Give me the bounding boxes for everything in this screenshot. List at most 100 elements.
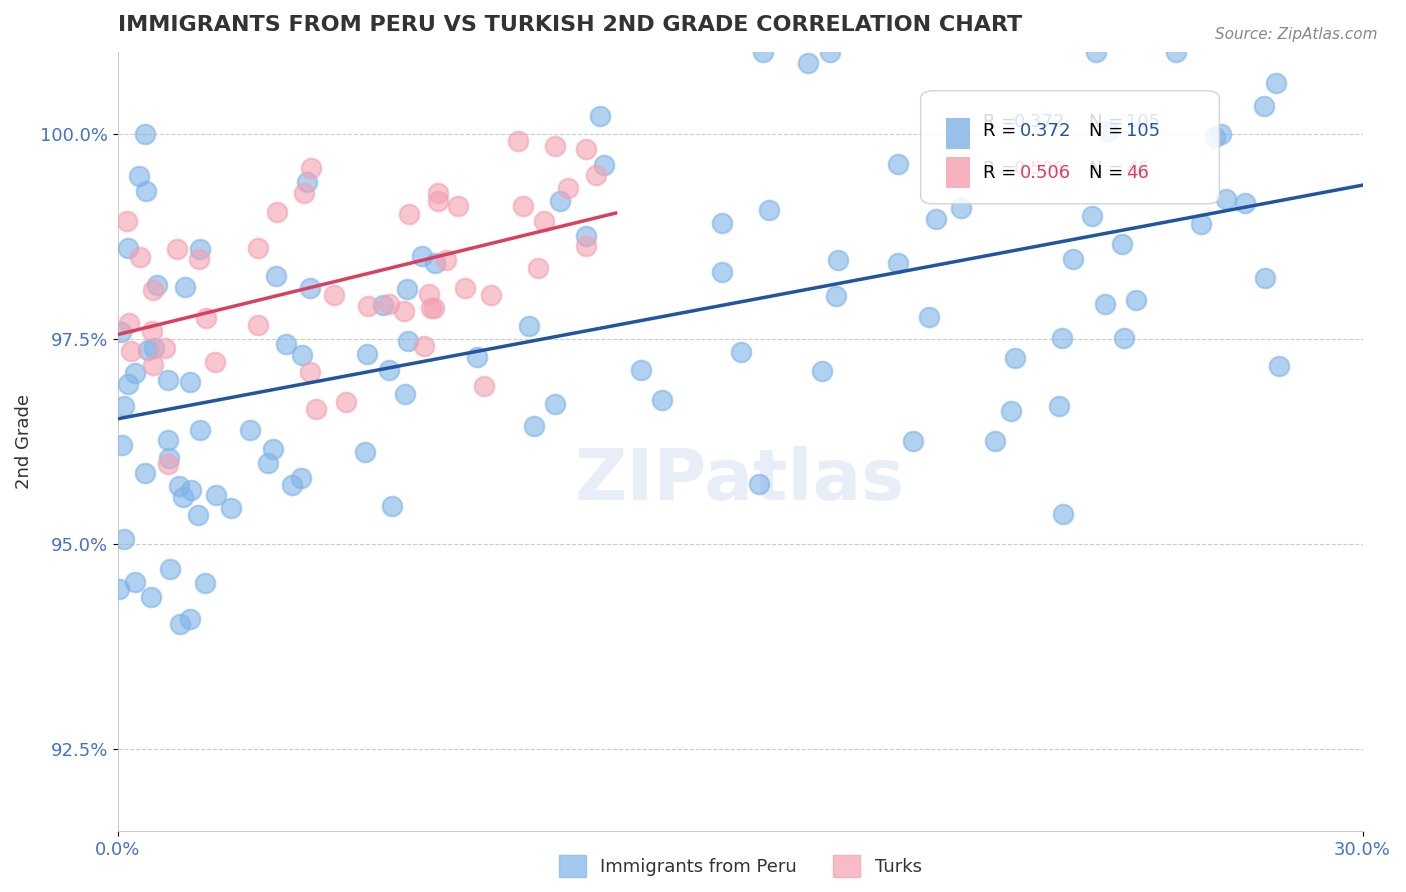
Text: 0.506: 0.506 — [1014, 160, 1066, 178]
Immigrants from Peru — [295, 175, 318, 189]
Immigrants from Peru — [1264, 76, 1286, 90]
Immigrants from Peru — [949, 202, 972, 216]
Immigrants from Peru — [135, 184, 157, 198]
Immigrants from Peru — [1085, 45, 1108, 59]
Immigrants from Peru — [157, 433, 180, 447]
Turks — [120, 344, 142, 359]
Immigrants from Peru — [903, 434, 925, 448]
Immigrants from Peru — [1000, 403, 1022, 417]
Immigrants from Peru — [221, 500, 243, 515]
Text: 0.372: 0.372 — [1014, 113, 1066, 131]
Immigrants from Peru — [592, 158, 614, 172]
Text: N =: N = — [1088, 122, 1129, 140]
Immigrants from Peru — [110, 437, 132, 451]
Immigrants from Peru — [298, 280, 321, 294]
Immigrants from Peru — [262, 442, 284, 457]
Immigrants from Peru — [291, 348, 314, 362]
Immigrants from Peru — [711, 216, 734, 230]
Immigrants from Peru — [1268, 359, 1291, 374]
Immigrants from Peru — [396, 334, 419, 348]
Turks — [453, 281, 475, 295]
Turks — [575, 238, 598, 252]
Turks — [142, 283, 165, 297]
Immigrants from Peru — [825, 289, 848, 303]
Immigrants from Peru — [1164, 45, 1187, 59]
Turks — [426, 194, 449, 208]
Text: 46: 46 — [1126, 160, 1149, 178]
Immigrants from Peru — [1049, 399, 1071, 413]
Immigrants from Peru — [139, 590, 162, 604]
Turks — [292, 186, 315, 200]
Turks — [512, 199, 534, 213]
Turks — [506, 134, 529, 148]
Immigrants from Peru — [517, 318, 540, 333]
Immigrants from Peru — [117, 377, 139, 392]
Turks — [575, 142, 598, 156]
Immigrants from Peru — [523, 418, 546, 433]
Immigrants from Peru — [112, 399, 135, 413]
Turks — [247, 241, 270, 255]
Turks — [118, 316, 141, 330]
Immigrants from Peru — [378, 363, 401, 377]
Text: ZIPatlas: ZIPatlas — [575, 446, 905, 515]
Immigrants from Peru — [157, 450, 180, 465]
Immigrants from Peru — [145, 278, 167, 293]
Immigrants from Peru — [117, 241, 139, 255]
Immigrants from Peru — [124, 366, 146, 380]
Turks — [335, 395, 357, 409]
Immigrants from Peru — [169, 617, 191, 632]
Immigrants from Peru — [274, 337, 297, 351]
Text: 46: 46 — [1126, 163, 1149, 182]
Text: R =: R = — [983, 160, 1022, 178]
Turks — [557, 181, 579, 195]
Immigrants from Peru — [188, 243, 211, 257]
Immigrants from Peru — [711, 265, 734, 279]
Immigrants from Peru — [239, 423, 262, 437]
Turks — [156, 457, 179, 471]
Immigrants from Peru — [887, 156, 910, 170]
Immigrants from Peru — [1062, 252, 1084, 267]
Immigrants from Peru — [918, 310, 941, 324]
Immigrants from Peru — [1253, 98, 1275, 112]
Turks — [527, 260, 550, 275]
Immigrants from Peru — [124, 574, 146, 589]
Immigrants from Peru — [1097, 124, 1119, 138]
Turks — [115, 213, 138, 227]
Immigrants from Peru — [651, 392, 673, 407]
Immigrants from Peru — [156, 373, 179, 387]
Text: 105: 105 — [1126, 113, 1160, 131]
Legend: Immigrants from Peru, Turks: Immigrants from Peru, Turks — [551, 848, 929, 884]
Text: R =: R = — [983, 163, 1022, 182]
Immigrants from Peru — [179, 376, 201, 390]
Immigrants from Peru — [187, 508, 209, 522]
Immigrants from Peru — [425, 256, 447, 270]
Turks — [533, 213, 555, 227]
Immigrants from Peru — [811, 364, 834, 378]
Immigrants from Peru — [395, 282, 418, 296]
Immigrants from Peru — [1189, 217, 1212, 231]
Immigrants from Peru — [544, 397, 567, 411]
Immigrants from Peru — [1052, 507, 1074, 521]
Turks — [585, 168, 607, 182]
Immigrants from Peru — [630, 363, 652, 377]
Immigrants from Peru — [373, 298, 395, 312]
Turks — [394, 304, 416, 318]
Immigrants from Peru — [1125, 293, 1147, 308]
Text: IMMIGRANTS FROM PERU VS TURKISH 2ND GRADE CORRELATION CHART: IMMIGRANTS FROM PERU VS TURKISH 2ND GRAD… — [118, 15, 1022, 35]
Immigrants from Peru — [730, 345, 752, 359]
Turks — [153, 341, 176, 355]
Turks — [141, 324, 163, 338]
Immigrants from Peru — [172, 490, 194, 504]
Immigrants from Peru — [194, 575, 217, 590]
Turks — [298, 365, 321, 379]
Immigrants from Peru — [984, 434, 1007, 449]
Text: 0.372: 0.372 — [1021, 122, 1071, 140]
Immigrants from Peru — [820, 45, 842, 59]
Immigrants from Peru — [1004, 351, 1026, 366]
Immigrants from Peru — [752, 45, 775, 59]
Immigrants from Peru — [188, 423, 211, 437]
Immigrants from Peru — [588, 109, 610, 123]
Immigrants from Peru — [1094, 297, 1116, 311]
Immigrants from Peru — [107, 582, 129, 597]
Turks — [419, 301, 441, 316]
